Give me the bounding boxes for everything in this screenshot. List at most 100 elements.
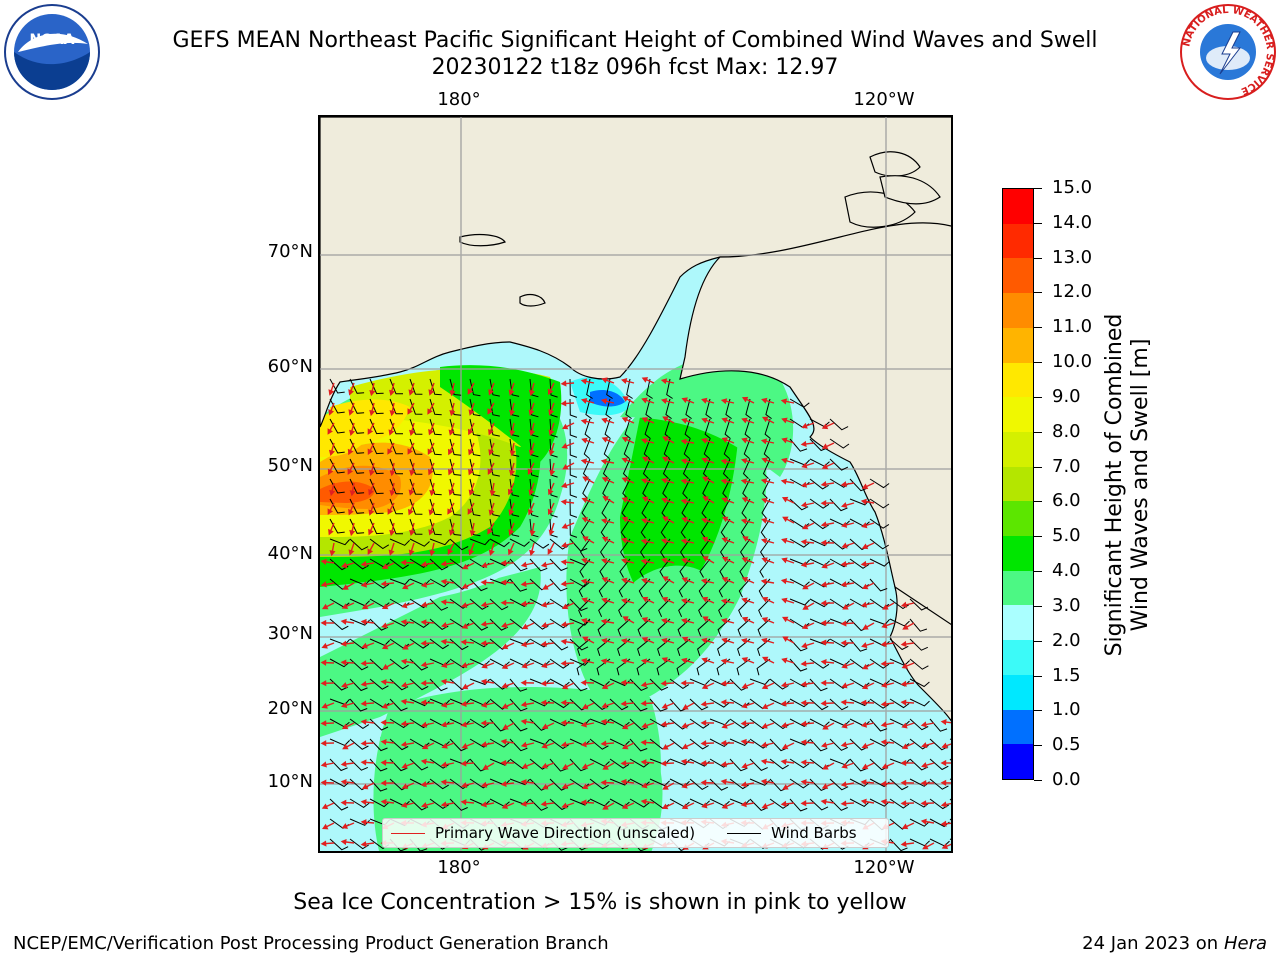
wind-barb	[739, 558, 751, 578]
wave-direction-arrowhead	[468, 489, 475, 496]
wave-direction-arrowhead	[420, 758, 427, 765]
wave-direction-arrowhead	[720, 618, 728, 625]
wind-barb	[589, 738, 609, 750]
wind-barb	[489, 418, 500, 437]
wave-direction-arrowhead	[761, 617, 769, 623]
wind-barb	[709, 678, 730, 687]
wind-barb	[409, 498, 423, 515]
wind-barb	[469, 678, 490, 686]
wave-direction-arrowhead	[622, 616, 629, 622]
wave-direction-arrowhead	[561, 783, 569, 790]
wind-barb	[679, 538, 691, 559]
wind-barb	[700, 518, 711, 539]
wind-barb	[389, 498, 403, 515]
wave-direction-arrowhead	[900, 640, 907, 648]
wave-direction-arrowhead	[507, 488, 514, 496]
wave-direction-arrowhead	[420, 581, 428, 588]
sea-ice-footnote: Sea Ice Concentration > 15% is shown in …	[0, 890, 1280, 915]
wind-barb	[389, 658, 409, 670]
legend-label-wave-direction: Primary Wave Direction (unscaled)	[435, 824, 696, 842]
wave-direction-arrowhead	[401, 783, 409, 789]
wave-direction-arrowhead	[407, 408, 413, 415]
wave-direction-arrowhead	[361, 783, 369, 790]
wind-barb	[529, 398, 539, 418]
wave-direction-arrowhead	[388, 429, 395, 436]
wave-direction-arrowhead	[880, 681, 888, 688]
wind-barb	[742, 458, 751, 479]
wave-direction-arrowhead	[360, 700, 367, 707]
wind-barb	[329, 538, 350, 546]
wave-direction-arrowhead	[840, 502, 848, 509]
wind-barb	[329, 478, 345, 494]
wave-direction-arrowhead	[640, 798, 647, 805]
wave-direction-arrowhead	[781, 743, 789, 750]
wave-direction-arrowhead	[640, 658, 648, 665]
wave-direction-arrowhead	[461, 583, 469, 589]
wave-direction-arrowhead	[941, 843, 949, 849]
wave-direction-arrowhead	[560, 741, 567, 748]
wave-direction-arrowhead	[662, 436, 669, 442]
wind-barb	[683, 438, 691, 459]
colorbar-tick-label: 10.0	[1052, 351, 1093, 373]
wave-direction-arrowhead	[529, 429, 536, 437]
wind-barb	[764, 418, 771, 439]
wave-direction-arrowhead	[348, 409, 355, 416]
wave-direction-arrowhead	[740, 478, 748, 485]
wave-direction-arrowhead	[741, 497, 749, 503]
wave-direction-arrowhead	[440, 721, 447, 728]
wave-direction-arrowhead	[602, 764, 609, 770]
wave-direction-arrowhead	[741, 762, 748, 769]
wave-direction-arrowhead	[801, 422, 808, 429]
colorbar-segment	[1003, 258, 1033, 294]
wind-barb	[789, 598, 810, 606]
wave-direction-arrowhead	[860, 560, 867, 568]
wave-direction-arrowhead	[940, 718, 947, 726]
wave-direction-arrowhead	[547, 388, 554, 396]
map-area[interactable]	[318, 115, 953, 853]
wave-direction-arrowhead	[761, 637, 768, 644]
wind-barb	[929, 778, 949, 790]
wave-direction-arrowhead	[420, 679, 427, 687]
wind-barb	[679, 558, 691, 578]
wind-barb	[329, 518, 345, 534]
wave-direction-arrowhead	[781, 597, 788, 604]
legend-item-wave-direction: Primary Wave Direction (unscaled)	[383, 824, 695, 842]
wind-barb	[509, 378, 520, 397]
wind-barb	[329, 418, 345, 434]
wave-direction-arrowhead	[420, 661, 427, 668]
wave-direction-arrowhead	[420, 561, 427, 568]
wave-direction-arrowhead	[721, 722, 728, 729]
wind-barb	[509, 778, 530, 786]
wind-barb	[869, 518, 890, 529]
wave-direction-arrowhead	[921, 742, 928, 749]
wind-barb	[743, 438, 751, 459]
wind-barb	[698, 578, 711, 598]
wind-barb	[869, 798, 890, 807]
wave-direction-arrowhead	[460, 639, 467, 646]
wave-direction-arrowhead	[548, 529, 555, 536]
wind-barb	[869, 478, 890, 489]
wave-direction-arrowhead	[320, 680, 327, 687]
wind-barb	[809, 658, 830, 669]
wave-direction-arrowhead	[780, 398, 788, 405]
wave-direction-arrowhead	[860, 721, 868, 728]
wave-direction-arrowhead	[328, 409, 335, 416]
wind-barb	[469, 418, 481, 437]
wind-barb	[549, 618, 570, 629]
wind-barb	[729, 778, 749, 790]
wind-barb	[429, 638, 449, 650]
wind-barb	[529, 438, 539, 458]
wave-direction-arrowhead	[780, 758, 787, 765]
wave-direction-arrowhead	[720, 598, 728, 605]
wave-direction-arrowhead	[761, 656, 769, 663]
wave-direction-arrowhead	[701, 802, 708, 809]
wind-barb	[369, 538, 390, 550]
wave-direction-arrowhead	[801, 642, 808, 649]
wave-direction-arrowhead	[920, 779, 927, 787]
wave-direction-arrowhead	[360, 759, 367, 766]
wind-barb	[618, 578, 631, 598]
wave-direction-arrowhead	[409, 429, 416, 437]
lon-label-top-180: 180°	[437, 89, 481, 110]
colorbar-tick	[1034, 292, 1042, 294]
wave-direction-arrowhead	[420, 781, 427, 788]
